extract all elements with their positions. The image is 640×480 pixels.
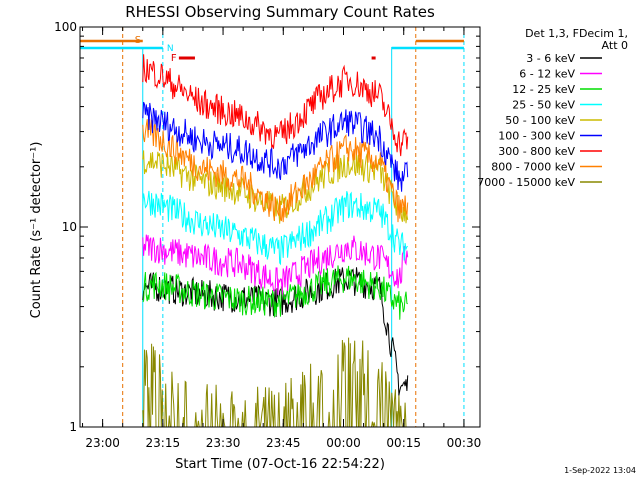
x-tick-label: 23:15 — [146, 436, 181, 450]
series-line-3 — [142, 190, 408, 266]
timestamp: 1-Sep-2022 13:04 — [564, 466, 636, 475]
y-tick-label: 10 — [62, 220, 77, 234]
y-tick-label: 1 — [69, 420, 77, 434]
series-line-6 — [142, 54, 409, 157]
legend-title-line: Det 1,3, FDecim 1, — [525, 27, 628, 40]
plot-area: S NF — [80, 27, 465, 428]
legend-label: 7000 - 15000 keV — [477, 176, 575, 189]
legend-label: 100 - 300 keV — [498, 130, 575, 143]
legend-label: 800 - 7000 keV — [491, 161, 575, 174]
legend-label: 25 - 50 keV — [512, 99, 575, 112]
series-line-5 — [142, 101, 409, 192]
y-axis-label: Count Rate (s⁻¹ detector⁻¹) — [29, 142, 44, 319]
x-tick-label: 00:00 — [326, 436, 361, 450]
x-axis-label: Start Time (07-Oct-16 22:54:22) — [175, 457, 385, 472]
legend-label: 6 - 12 keV — [519, 68, 575, 81]
legend-label: 12 - 25 keV — [512, 83, 575, 96]
flare-flag-label: F — [171, 53, 177, 64]
series-line-2 — [142, 265, 408, 320]
x-tick-label: 00:15 — [386, 436, 421, 450]
series-line-7 — [142, 118, 409, 223]
chart-title: RHESSI Observing Summary Count Rates — [125, 3, 435, 21]
x-tick-label: 23:30 — [206, 436, 241, 450]
legend-label: 300 - 800 keV — [498, 145, 575, 158]
series-line-1 — [142, 234, 409, 295]
y-tick-label: 100 — [54, 20, 77, 34]
legend: Det 1,3, FDecim 1,Att 0 3 - 6 keV 6 - 12 k… — [477, 27, 628, 189]
axes-frame — [79, 26, 481, 428]
axes: 1 10 100 23:00 23:15 23:30 23:45 00:00 00:15 00:3… — [54, 20, 481, 450]
x-tick-label: 00:30 — [447, 436, 482, 450]
series-line-8 — [142, 337, 408, 428]
legend-title-line: Att 0 — [602, 39, 628, 52]
night-flag-label: N — [167, 44, 174, 54]
legend-label: 50 - 100 keV — [505, 114, 575, 127]
x-tick-label: 23:45 — [266, 436, 301, 450]
x-tick-label: 23:00 — [85, 436, 120, 450]
legend-label: 3 - 6 keV — [526, 52, 575, 65]
saa-flag-label: S — [135, 35, 141, 46]
